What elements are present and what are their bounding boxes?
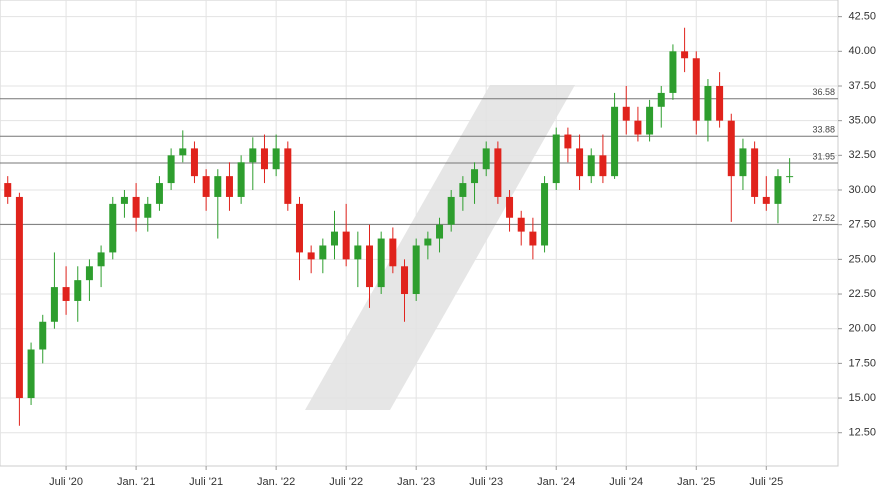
y-tick-label: 42.50 <box>848 11 876 23</box>
candle-body <box>295 203 303 253</box>
candle-body <box>190 148 198 177</box>
candle-body <box>517 217 525 232</box>
candle-body <box>482 148 490 170</box>
x-tick-label: Jan. '25 <box>677 476 715 488</box>
candle-body <box>144 203 152 218</box>
candle-body <box>751 148 759 197</box>
candle-body <box>15 196 23 399</box>
candle-body <box>225 176 233 197</box>
candle-body <box>342 231 350 260</box>
candle-body <box>436 224 444 239</box>
candle-body <box>692 58 700 121</box>
candle-body <box>389 238 397 267</box>
candle-body <box>611 106 619 177</box>
candle-body <box>669 51 677 93</box>
y-tick-label: 25.00 <box>848 253 876 265</box>
candle-body <box>319 245 327 260</box>
level-label: 27.52 <box>812 213 835 223</box>
candle-body <box>716 85 724 121</box>
candle-body <box>97 252 105 267</box>
x-tick-label: Juli '25 <box>749 476 783 488</box>
x-tick-label: Jan. '22 <box>257 476 295 488</box>
candle-body <box>506 196 514 218</box>
y-tick-label: 20.00 <box>848 323 876 335</box>
y-tick-label: 35.00 <box>848 115 876 127</box>
level-label: 31.95 <box>812 151 835 161</box>
y-tick-label: 27.50 <box>848 219 876 231</box>
candle-body <box>739 148 747 177</box>
candle-body <box>541 183 549 246</box>
candle-body <box>424 238 432 246</box>
candle-body <box>401 266 409 295</box>
y-tick-label: 15.00 <box>848 392 876 404</box>
candle-body <box>284 148 292 204</box>
x-tick-label: Juli '23 <box>469 476 503 488</box>
candle-body <box>330 231 338 246</box>
candle-body <box>249 148 257 163</box>
candle-body <box>260 148 268 170</box>
candle-body <box>377 238 385 288</box>
y-tick-label: 30.00 <box>848 184 876 196</box>
candle-body <box>681 51 689 59</box>
candle-body <box>704 85 712 121</box>
candle-body <box>564 134 572 149</box>
candle-body <box>657 92 665 107</box>
candle-body <box>774 176 782 204</box>
level-label: 36.58 <box>812 87 835 97</box>
candle-body <box>354 245 362 260</box>
y-tick-label: 12.50 <box>848 427 876 439</box>
x-tick-label: Jan. '23 <box>397 476 435 488</box>
candle-body <box>167 155 175 184</box>
candle-body <box>155 183 163 204</box>
x-tick-label: Jan. '21 <box>117 476 155 488</box>
candle-body <box>109 203 117 253</box>
candle-body <box>529 231 537 246</box>
y-tick-label: 17.50 <box>848 357 876 369</box>
candle-body <box>471 169 479 184</box>
candle-body <box>622 106 630 121</box>
y-tick-label: 37.50 <box>848 80 876 92</box>
x-tick-label: Juli '20 <box>49 476 83 488</box>
candle-body <box>634 120 642 135</box>
candle-body <box>179 148 187 156</box>
candle-body <box>366 245 374 288</box>
x-tick-label: Juli '22 <box>329 476 363 488</box>
level-label: 33.88 <box>812 125 835 135</box>
candle-body <box>412 245 420 295</box>
candle-body <box>494 148 502 197</box>
candle-body <box>27 349 35 399</box>
candle-body <box>120 196 128 204</box>
candle-body <box>762 196 770 204</box>
candle-body <box>307 252 315 260</box>
candle-body <box>552 134 560 184</box>
x-tick-label: Juli '21 <box>189 476 223 488</box>
candle-body <box>272 148 280 170</box>
candle-body <box>50 287 58 322</box>
candle-body <box>85 266 93 281</box>
x-tick-label: Jan. '24 <box>537 476 575 488</box>
x-tick-label: Juli '24 <box>609 476 643 488</box>
candle-body <box>459 183 467 197</box>
candle-body <box>727 120 735 177</box>
candle-body <box>4 183 12 197</box>
candle-body <box>447 196 455 225</box>
candle-body <box>587 155 595 177</box>
candle-body <box>576 148 584 177</box>
candle-body <box>646 106 654 135</box>
candle-body <box>62 287 70 301</box>
y-tick-label: 22.50 <box>848 288 876 300</box>
y-tick-label: 32.50 <box>848 149 876 161</box>
candle-body <box>237 162 245 197</box>
candle-body <box>214 176 222 197</box>
candle-body <box>599 155 607 177</box>
candle-body <box>202 176 210 197</box>
candle-body <box>786 176 794 178</box>
y-tick-label: 40.00 <box>848 45 876 57</box>
candle-body <box>39 321 47 350</box>
candle-body <box>74 280 82 301</box>
candle-body <box>132 196 140 218</box>
